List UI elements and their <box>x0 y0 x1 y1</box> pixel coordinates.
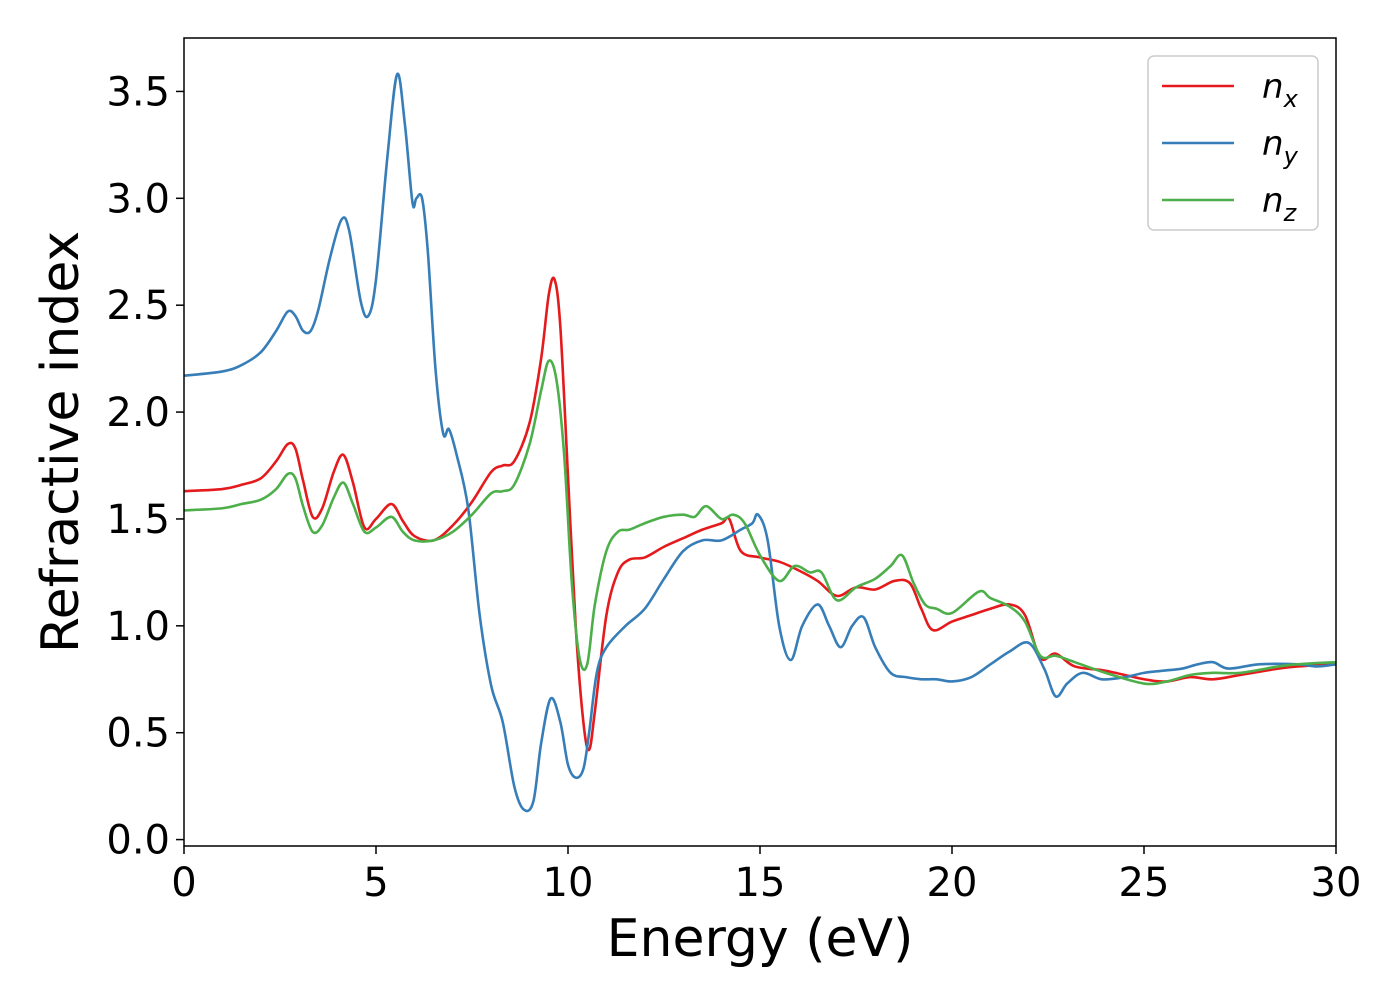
x-tick-label: 10 <box>543 860 594 906</box>
series-layer <box>183 72 1337 813</box>
y-tick-label: 3.5 <box>106 69 170 115</box>
x-tick-label: 15 <box>735 860 786 906</box>
y-axis-ticks: 0.0 0.5 1.0 1.5 2.0 2.5 3.0 3.5 <box>106 69 184 864</box>
legend-label-z: nz <box>1262 181 1298 227</box>
x-axis-label: Energy (eV) <box>607 909 914 969</box>
y-tick-label: 2.5 <box>106 283 170 329</box>
y-axis-label: Refractive index <box>31 231 91 653</box>
series-line-n-z <box>183 359 1337 686</box>
series-line-n-x <box>183 276 1337 752</box>
x-axis-ticks: 0 5 10 15 20 25 30 <box>171 846 1361 906</box>
y-tick-label: 0.5 <box>106 711 170 757</box>
x-tick-label: 5 <box>363 860 388 906</box>
x-tick-label: 25 <box>1119 860 1170 906</box>
y-tick-label: 2.0 <box>106 390 170 436</box>
legend: nx ny nz <box>1147 55 1319 231</box>
y-tick-label: 3.0 <box>106 176 170 222</box>
y-tick-label: 1.5 <box>106 497 170 543</box>
series-line-n-y <box>183 72 1337 813</box>
x-tick-label: 0 <box>171 860 196 906</box>
x-tick-label: 30 <box>1311 860 1362 906</box>
x-tick-label: 20 <box>927 860 978 906</box>
y-tick-label: 1.0 <box>106 604 170 650</box>
legend-label-x: nx <box>1262 67 1299 113</box>
legend-label-y: ny <box>1262 124 1299 170</box>
y-tick-label: 0.0 <box>106 818 170 864</box>
